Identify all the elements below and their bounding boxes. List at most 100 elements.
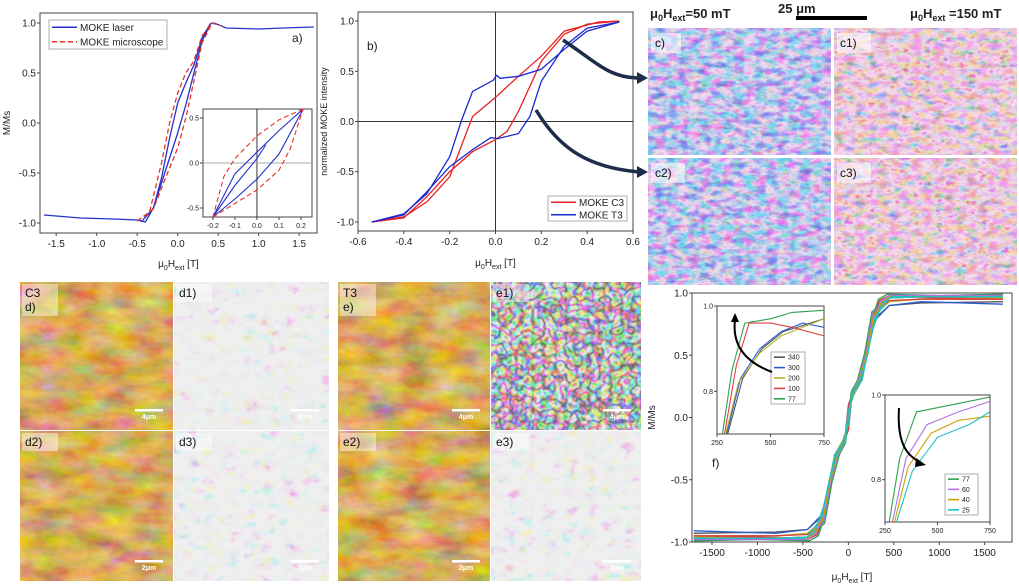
legend: MOKE laser MOKE microscope — [48, 19, 168, 50]
charts: -1.5 -1.0 -0.5 0.0 0.5 1.0 1.5 -1.0 -0.5 0.0 0.5 1.… — [2, 11, 1013, 585]
afm-image-e2: e2) 2μm — [338, 431, 490, 581]
mfm-image-d3: d3) 2μm — [174, 431, 329, 581]
legend-entry: 77 — [788, 396, 796, 403]
y-tick-label: 1.0 — [22, 19, 36, 30]
y-axis-label: M/Ms — [2, 111, 13, 135]
moke-image-c1: c1) — [834, 28, 1017, 155]
series-line-300 — [726, 322, 825, 435]
y-tick-label: 1.0 — [703, 303, 713, 310]
legend-box — [547, 195, 628, 222]
scalebar — [291, 409, 319, 412]
mfm-image-e3: e3) 2μm — [491, 431, 641, 581]
scalebar-label: 4μm — [142, 414, 156, 421]
legend-entry: 100 — [788, 386, 800, 393]
x-tick-label: 750 — [818, 440, 830, 447]
series-line-moke-laser — [140, 24, 211, 223]
y-tick-label: 0.0 — [22, 119, 36, 130]
x-tick-label: 0.5 — [211, 239, 225, 250]
y-tick-label: 0.8 — [703, 389, 713, 396]
y-tick-label: 0.5 — [189, 115, 199, 122]
label-backdrop — [493, 284, 529, 302]
series-line-moke-c3 — [371, 20, 620, 223]
legend-entry: 340 — [788, 355, 800, 362]
legend-entry: 200 — [788, 376, 800, 383]
label-backdrop — [340, 284, 376, 316]
x-tick-label: -0.2 — [441, 237, 459, 248]
moke-image-c2: c2) — [648, 158, 831, 285]
tile-label: d3) — [179, 435, 196, 449]
legend-entry: MOKE T3 — [579, 210, 623, 221]
x-axis-label: μ0Hext [T] — [832, 572, 873, 585]
chart-f-inset-1: 250 500 750 0.8 1.0 340 300 200 100 77 — [703, 303, 830, 447]
x-tick-label: -0.5 — [129, 239, 147, 250]
afm-image-d2: d2) 2μm — [20, 431, 173, 581]
arrowhead-icon — [637, 72, 648, 84]
legend-entry: MOKE C3 — [579, 198, 624, 209]
legend-entry: 25 — [962, 507, 970, 514]
panel-label: f) — [712, 456, 719, 470]
x-tick-label: 250 — [879, 528, 891, 535]
legend-entry: MOKE laser — [80, 23, 135, 34]
tile-label: d1) — [179, 286, 196, 300]
image-texture — [338, 431, 490, 581]
tile-label: d) — [25, 300, 36, 314]
legend-entry: MOKE microscope — [80, 37, 164, 48]
y-tick-label: -0.5 — [19, 169, 37, 180]
scalebar-label: 2μm — [459, 565, 473, 572]
y-tick-label: 0.5 — [674, 351, 688, 362]
x-tick-label: 0.4 — [580, 237, 594, 248]
moke-image-c: c) — [648, 28, 831, 155]
scalebar — [603, 409, 631, 412]
x-tick-label: 750 — [984, 528, 996, 535]
series-line-moke-t3 — [371, 21, 620, 223]
x-tick-label: 500 — [765, 440, 777, 447]
legend: 340 300 200 100 77 — [770, 351, 806, 405]
x-tick-label: -1000 — [745, 548, 771, 559]
scalebar — [291, 560, 319, 563]
image-texture — [174, 431, 329, 581]
tile-label: c1) — [840, 36, 857, 50]
tile-label: e3) — [496, 435, 513, 449]
legend-entry: 300 — [788, 365, 800, 372]
arrowhead-icon — [915, 458, 926, 467]
y-tick-label: 0.0 — [189, 160, 199, 167]
field-label-left: μ0Hext=50 mT — [650, 6, 731, 23]
series-line-moke-laser — [212, 144, 267, 218]
panel-label: a) — [292, 31, 303, 45]
x-tick-label: -0.6 — [349, 237, 367, 248]
x-tick-label: 1000 — [928, 548, 951, 559]
y-tick-label: -0.5 — [671, 475, 689, 486]
y-tick-label: -1.0 — [671, 538, 689, 549]
y-tick-label: -1.0 — [337, 217, 355, 228]
image-texture — [20, 431, 173, 581]
series-line-moke-microscope — [136, 22, 223, 222]
x-tick-label: 1.5 — [292, 239, 306, 250]
label-backdrop — [22, 433, 58, 451]
x-tick-label: 500 — [932, 528, 944, 535]
chart-a-inset: -0.2 -0.1 0.0 0.1 0.2 -0.5 0.0 0.5 — [187, 108, 313, 230]
tile-label: e) — [343, 300, 354, 314]
field-label-right: μ0Hext =150 mT — [910, 6, 1001, 23]
arrowhead-icon — [637, 166, 648, 178]
tile-label: e2) — [343, 435, 360, 449]
series-line-moke-microscope — [136, 23, 213, 222]
y-axis-label: normalized MOKE intensity — [319, 67, 329, 176]
legend-box — [944, 473, 979, 516]
x-tick-label: 0.0 — [171, 239, 185, 250]
series-line-200 — [725, 318, 825, 435]
x-tick-label: -1.5 — [48, 239, 66, 250]
scalebar — [135, 409, 163, 412]
scalebar-label: 4μm — [459, 414, 473, 421]
scalebar-label: 25 μm — [778, 1, 816, 16]
y-tick-label: 0.5 — [22, 69, 36, 80]
series-line-moke-laser — [212, 108, 304, 218]
series-line-60 — [891, 400, 991, 523]
y-tick-label: 0.0 — [340, 117, 354, 128]
arrow-to-c3 — [534, 109, 641, 174]
series-line-moke-microscope — [212, 108, 304, 218]
chart-b: -0.6 -0.4 -0.2 0.0 0.2 0.4 0.6 -1.0 -0.5 0.0 0.5 1.… — [319, 11, 640, 271]
y-tick-label: 0.0 — [674, 413, 688, 424]
x-tick-label: 0.0 — [489, 237, 503, 248]
y-tick-label: -1.0 — [19, 219, 37, 230]
